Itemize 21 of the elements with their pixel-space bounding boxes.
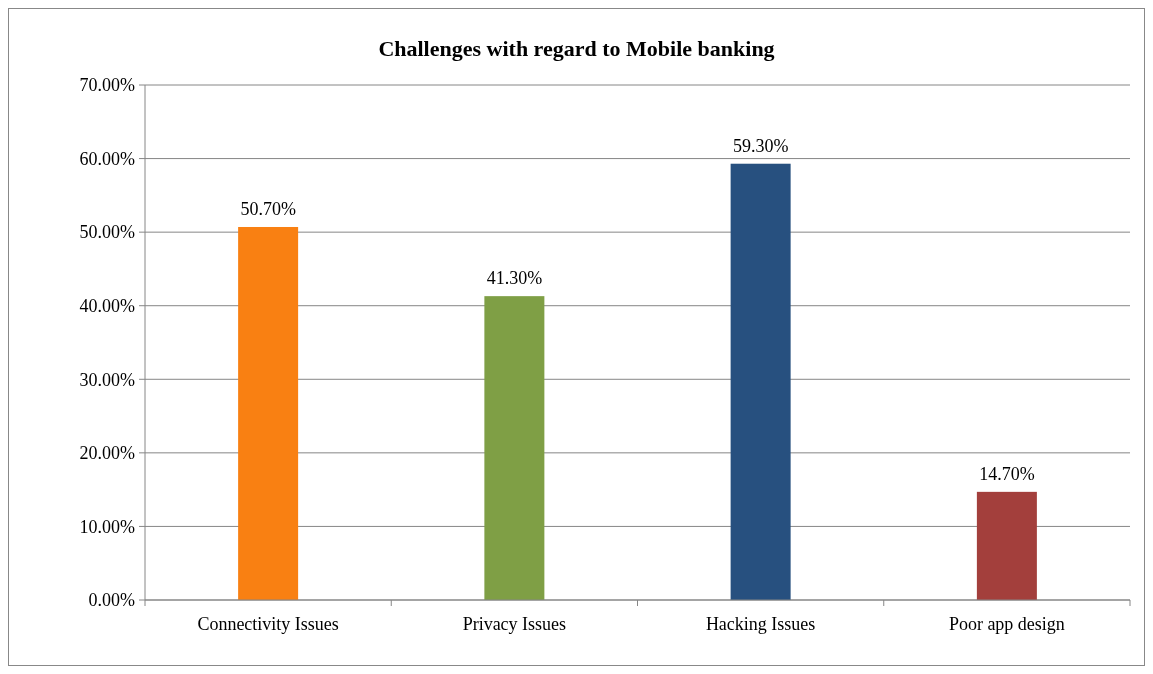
x-tick-label: Hacking Issues <box>705 614 816 634</box>
bar <box>730 163 791 600</box>
y-tick-label: 60.00% <box>79 148 135 169</box>
data-label: 14.70% <box>979 463 1035 484</box>
y-tick-label: 70.00% <box>79 75 135 96</box>
y-tick-label: 20.00% <box>79 443 135 464</box>
y-tick-label: 30.00% <box>79 369 135 390</box>
bar <box>238 226 299 600</box>
y-tick-label: 10.00% <box>79 516 135 537</box>
data-label: 59.30% <box>732 135 789 156</box>
y-tick-label: 0.00% <box>88 590 135 611</box>
chart-title: Challenges with regard to Mobile banking <box>378 36 775 61</box>
bar <box>484 296 545 600</box>
bar <box>976 491 1037 600</box>
data-label: 41.30% <box>486 268 543 289</box>
y-tick-label: 50.00% <box>79 222 135 243</box>
x-tick-label: Privacy Issues <box>462 614 567 634</box>
y-tick-label: 40.00% <box>79 296 135 317</box>
data-label: 50.70% <box>240 198 296 219</box>
x-tick-label: Connectivity Issues <box>197 614 339 634</box>
x-tick-label: Poor app design <box>948 614 1065 634</box>
